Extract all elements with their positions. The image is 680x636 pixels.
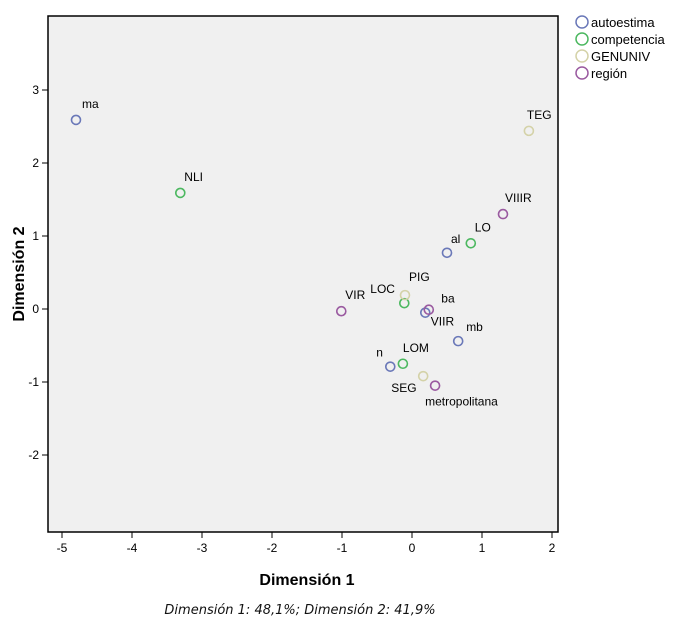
x-tick-label: -5	[57, 541, 68, 555]
data-point-LOC	[398, 297, 410, 309]
point-label: SEG	[391, 381, 416, 395]
legend-marker-GENUNIV	[575, 49, 589, 63]
y-tick-label: 2	[32, 156, 39, 170]
point-label: mb	[466, 320, 483, 334]
data-point-al	[441, 247, 453, 259]
point-label: PIG	[409, 270, 430, 284]
point-label: VIR	[345, 288, 365, 302]
data-point-VIIIR	[497, 208, 509, 220]
y-tick-label: 3	[32, 83, 39, 97]
legend-label: autoestima	[591, 15, 655, 30]
data-point-n	[384, 361, 396, 372]
x-tick-label: 2	[549, 541, 556, 555]
data-point-ma	[70, 114, 82, 126]
y-tick-label: -2	[28, 448, 39, 462]
x-axis-title: Dimensión 1	[259, 572, 354, 589]
legend-marker-región	[575, 66, 589, 80]
data-point-TEG	[523, 125, 535, 137]
legend-marker-competencia	[575, 32, 589, 46]
x-tick-label: -4	[127, 541, 138, 555]
x-tick-label: -1	[337, 541, 348, 555]
point-label: LO	[475, 220, 491, 234]
y-tick-label: -1	[28, 375, 39, 389]
point-label: LOM	[403, 341, 429, 355]
point-label: TEG	[527, 108, 552, 122]
point-label: metropolitana	[425, 395, 498, 409]
plot-area	[47, 15, 559, 533]
point-label: NLI	[184, 170, 203, 184]
legend-marker-autoestima	[575, 15, 589, 29]
chart-caption: Dimensión 1: 48,1%; Dimensión 2: 41,9%	[164, 603, 436, 618]
legend-label: competencia	[591, 32, 665, 47]
legend-label: región	[591, 66, 627, 81]
data-point-SEG	[417, 370, 429, 382]
data-point-LO	[465, 238, 477, 249]
data-point-LOM	[397, 358, 409, 370]
data-point-VIR	[335, 305, 347, 317]
point-label: al	[451, 232, 460, 246]
point-label: VIIR	[431, 315, 455, 329]
point-label: n	[376, 346, 383, 360]
data-point-PIG	[399, 289, 411, 301]
point-label: ma	[82, 97, 99, 111]
point-label: ba	[441, 292, 455, 306]
x-tick-label: 1	[479, 541, 486, 555]
x-tick-label: -2	[267, 541, 278, 555]
point-label: LOC	[370, 282, 395, 296]
y-tick-label: 1	[32, 229, 39, 243]
data-point-VIIR	[423, 304, 435, 316]
data-point-mb	[452, 335, 464, 347]
point-label: VIIIR	[505, 191, 532, 205]
x-tick-label: 0	[409, 541, 416, 555]
y-tick-label: 0	[32, 302, 39, 316]
legend-label: GENUNIV	[591, 49, 651, 64]
data-point-metropolitana	[429, 380, 441, 391]
data-point-NLI	[175, 187, 186, 199]
x-tick-label: -3	[197, 541, 208, 555]
y-axis-title: Dimensión 2	[11, 226, 28, 321]
